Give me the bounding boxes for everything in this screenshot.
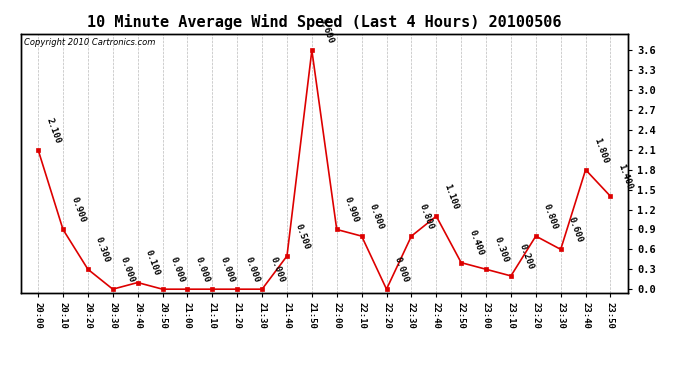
Text: 0.400: 0.400 [467,229,485,257]
Text: 0.000: 0.000 [244,255,261,284]
Text: 0.100: 0.100 [144,249,161,277]
Text: 0.000: 0.000 [268,255,286,284]
Text: 0.900: 0.900 [343,196,361,224]
Text: 0.800: 0.800 [368,202,386,231]
Text: 0.200: 0.200 [518,242,535,271]
Text: 0.000: 0.000 [393,255,411,284]
Text: 1.400: 1.400 [617,163,634,191]
Text: 2.100: 2.100 [44,116,62,144]
Text: 0.300: 0.300 [492,236,510,264]
Text: 0.500: 0.500 [293,222,310,251]
Text: 1.800: 1.800 [592,136,609,165]
Text: 0.000: 0.000 [219,255,236,284]
Text: 0.300: 0.300 [94,236,112,264]
Text: 0.000: 0.000 [119,255,137,284]
Text: 0.600: 0.600 [567,216,584,244]
Text: 0.800: 0.800 [417,202,435,231]
Text: Copyright 2010 Cartronics.com: Copyright 2010 Cartronics.com [23,38,155,46]
Text: 1.100: 1.100 [442,183,460,211]
Title: 10 Minute Average Wind Speed (Last 4 Hours) 20100506: 10 Minute Average Wind Speed (Last 4 Hou… [87,14,562,30]
Text: 0.000: 0.000 [169,255,186,284]
Text: 0.800: 0.800 [542,202,560,231]
Text: 3.600: 3.600 [318,17,336,45]
Text: 0.900: 0.900 [69,196,87,224]
Text: 0.000: 0.000 [194,255,211,284]
